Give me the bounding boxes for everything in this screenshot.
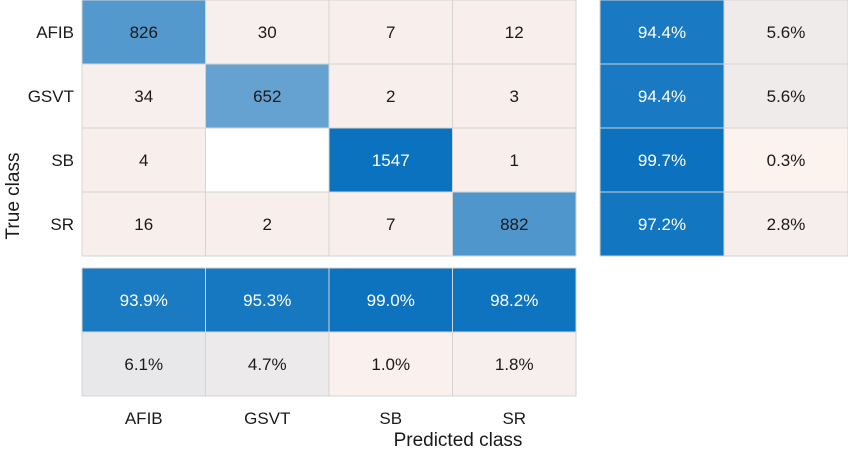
- col-summary-incorrect-2: [328, 331, 453, 397]
- col-summary-correct-2: [328, 267, 453, 333]
- col-summary-incorrect-0: [81, 331, 206, 397]
- col-summary-correct-1: [205, 267, 330, 333]
- matrix-cell-3-1-label: 2: [263, 215, 272, 234]
- row-summary-cell-2-0: [599, 127, 725, 193]
- matrix-cell-0-1: [205, 0, 330, 65]
- col-tick-sr: SR: [502, 409, 526, 428]
- matrix-cell-3-1: [205, 191, 330, 257]
- matrix-cell-0-3: [452, 0, 577, 65]
- row-summary-cell-1-0-label: 94.4%: [638, 87, 686, 106]
- row-summary: 94.4% 5.6% 94.4% 5.6% 99.7% 0.3% 97.2% 2.8%: [599, 0, 848, 257]
- row-summary-cell-3-1: [723, 191, 848, 257]
- col-summary-correct-0-label: 93.9%: [120, 291, 168, 310]
- col-tick-afib: AFIB: [125, 409, 163, 428]
- matrix-cell-2-0: [81, 127, 206, 193]
- matrix-cell-2-2: [328, 127, 453, 193]
- row-summary-cell-1-1-label: 5.6%: [767, 87, 806, 106]
- y-axis-label: True class: [3, 153, 24, 240]
- matrix-cell-3-0-label: 16: [134, 215, 153, 234]
- col-tick-sb: SB: [379, 409, 402, 428]
- row-summary-cell-1-0: [599, 63, 725, 129]
- col-tick-gsvt: GSVT: [244, 409, 290, 428]
- matrix-cell-0-2: [328, 0, 453, 65]
- row-summary-cell-1-1: [723, 63, 848, 129]
- col-summary-correct-2-label: 99.0%: [367, 291, 415, 310]
- col-summary-incorrect-2-label: 1.0%: [371, 355, 410, 374]
- col-summary-incorrect-1-label: 4.7%: [248, 355, 287, 374]
- matrix-cell-0-0-label: 826: [130, 23, 158, 42]
- row-tick-gsvt: GSVT: [28, 87, 74, 106]
- row-summary-cell-3-1-label: 2.8%: [767, 215, 806, 234]
- matrix-cell-1-0-label: 34: [134, 87, 153, 106]
- matrix-cell-3-3: [452, 191, 577, 257]
- col-summary-correct-3: [452, 267, 577, 333]
- matrix-cell-0-3-label: 12: [505, 23, 524, 42]
- col-summary-correct-1-label: 95.3%: [243, 291, 291, 310]
- matrix-cell-3-3-label: 882: [500, 215, 528, 234]
- row-summary-cell-2-1-label: 0.3%: [767, 151, 806, 170]
- col-summary-correct-0: [81, 267, 206, 333]
- col-summary-incorrect-1: [205, 331, 330, 397]
- row-summary-cell-2-1: [723, 127, 848, 193]
- row-summary-cell-3-0-label: 97.2%: [638, 215, 686, 234]
- matrix-cell-1-3: [452, 63, 577, 129]
- matrix-cell-3-0: [81, 191, 206, 257]
- row-tick-sr: SR: [50, 215, 74, 234]
- matrix-cell-2-1: [205, 127, 330, 193]
- row-tick-sb: SB: [51, 151, 74, 170]
- row-summary-cell-2-0-label: 99.7%: [638, 151, 686, 170]
- col-summary-incorrect-3-label: 1.8%: [495, 355, 534, 374]
- col-summary-incorrect-0-label: 6.1%: [124, 355, 163, 374]
- matrix-cell-3-2: [328, 191, 453, 257]
- col-summary-correct-3-label: 98.2%: [490, 291, 538, 310]
- row-tick-labels: AFIB GSVT SB SR: [28, 23, 74, 234]
- matrix-cell-2-3: [452, 127, 577, 193]
- matrix-cell-2-2-label: 1547: [372, 151, 410, 170]
- matrix-cell-2-0-label: 4: [139, 151, 148, 170]
- matrix-cell-1-3-label: 3: [510, 87, 519, 106]
- matrix-cell-0-0: [81, 0, 206, 65]
- matrix-cell-1-1-label: 652: [253, 87, 281, 106]
- row-summary-cell-0-0-label: 94.4%: [638, 23, 686, 42]
- column-tick-labels: AFIB GSVT SB SR: [125, 409, 526, 428]
- matrix-cell-0-1-label: 30: [258, 23, 277, 42]
- matrix-cell-3-2-label: 7: [386, 215, 395, 234]
- matrix-cell-0-2-label: 7: [386, 23, 395, 42]
- column-summary: 93.9% 95.3% 99.0% 98.2% 6.1% 4.7% 1.0% 1.8%: [81, 267, 577, 397]
- row-summary-cell-3-0: [599, 191, 725, 257]
- x-axis-label: Predicted class: [394, 430, 523, 451]
- row-summary-cell-0-1-label: 5.6%: [767, 23, 806, 42]
- row-tick-afib: AFIB: [36, 23, 74, 42]
- row-summary-cell-0-0: [599, 0, 725, 65]
- col-summary-incorrect-3: [452, 331, 577, 397]
- matrix-cell-1-2-label: 2: [386, 87, 395, 106]
- matrix-cell-2-3-label: 1: [510, 151, 519, 170]
